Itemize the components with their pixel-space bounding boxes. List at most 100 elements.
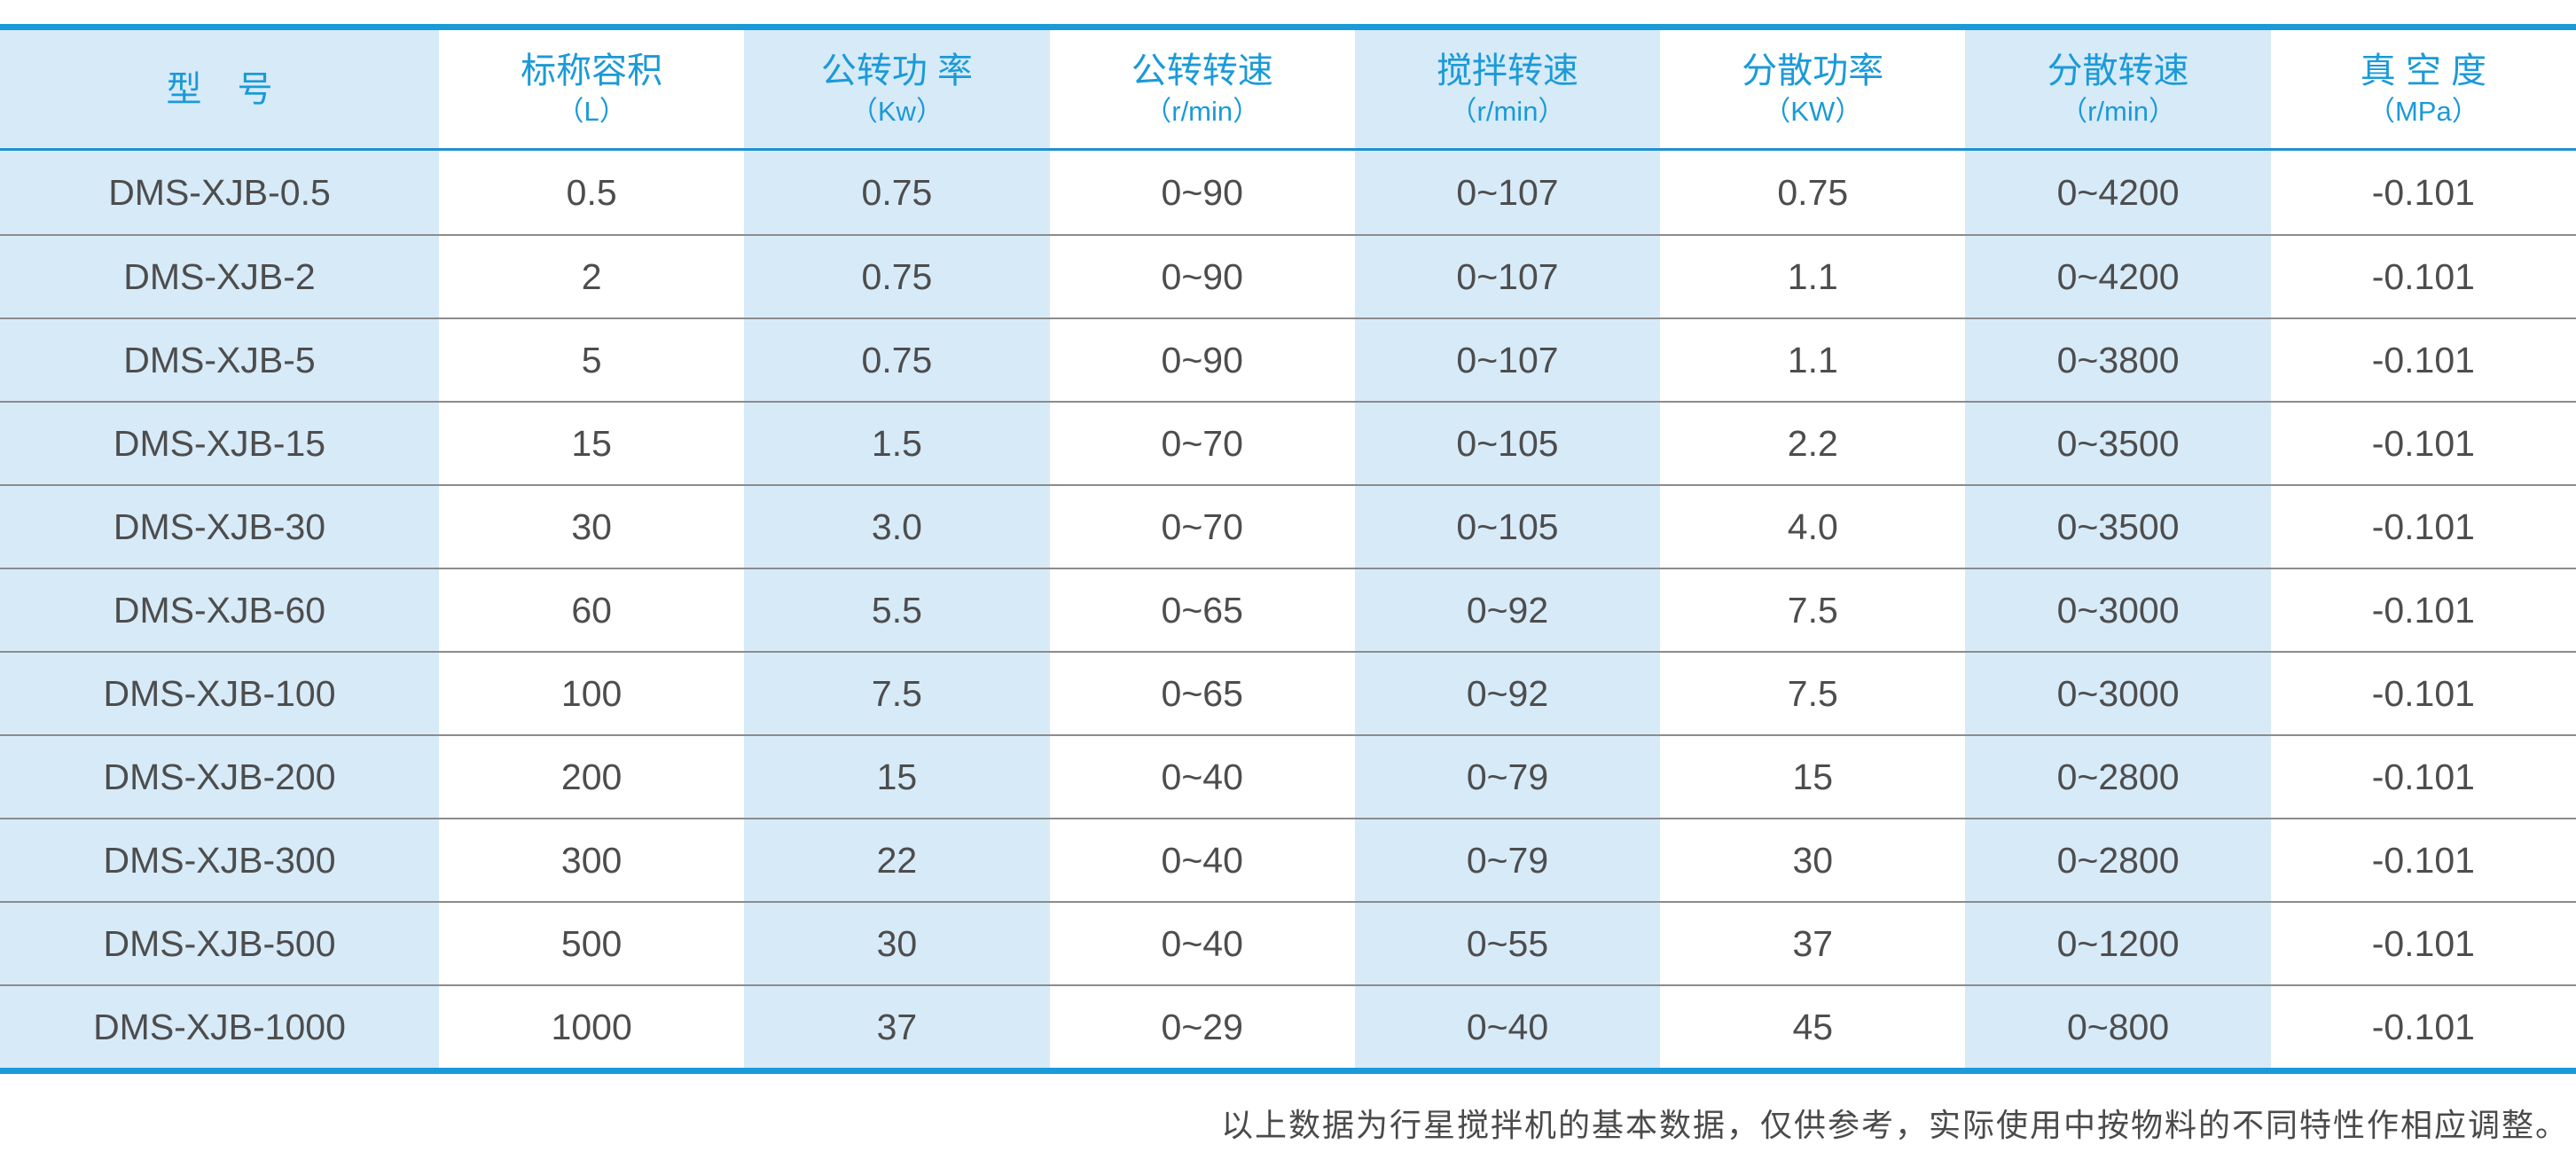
value-cell: 7.5	[1660, 653, 1966, 734]
table-row: DMS-XJB-300 300 22 0~40 0~79 30 0~2800 -…	[0, 818, 2576, 901]
value-cell: 0~107	[1354, 236, 1661, 317]
value-cell: 0~29	[1049, 986, 1355, 1068]
value-cell: 3.0	[744, 486, 1050, 568]
value-cell: 22	[744, 819, 1050, 901]
model-cell: DMS-XJB-15	[0, 403, 439, 484]
value-cell: 0~3500	[1965, 403, 2271, 484]
table-row: DMS-XJB-2 2 0.75 0~90 0~107 1.1 0~4200 -…	[0, 234, 2576, 317]
value-cell: 0~40	[1049, 903, 1355, 984]
model-cell: DMS-XJB-300	[0, 819, 439, 901]
header-title: 真 空 度	[2360, 51, 2486, 90]
header-cell-5: 分散功率 （KW）	[1660, 30, 1966, 148]
value-cell: 0~70	[1049, 486, 1355, 568]
value-cell: 0~3800	[1965, 319, 2271, 401]
value-cell: 1.5	[744, 403, 1050, 484]
value-cell: -0.101	[2270, 319, 2576, 401]
value-cell: -0.101	[2270, 486, 2576, 568]
value-cell: 0.75	[744, 236, 1050, 317]
header-unit: （KW）	[1763, 96, 1863, 127]
model-cell: DMS-XJB-500	[0, 903, 439, 984]
value-cell: 100	[439, 653, 745, 734]
value-cell: 0~79	[1354, 736, 1661, 818]
value-cell: 7.5	[1660, 569, 1966, 651]
value-cell: 0.5	[439, 151, 745, 234]
header-cell-3: 公转转速 （r/min）	[1049, 30, 1355, 148]
header-cell-2: 公转功 率 （Kw）	[744, 30, 1050, 148]
header-cell-6: 分散转速 （r/min）	[1965, 30, 2271, 148]
table-row: DMS-XJB-15 15 1.5 0~70 0~105 2.2 0~3500 …	[0, 401, 2576, 484]
spec-table: 型 号 标称容积 （L） 公转功 率 （Kw） 公转转速 （r/min） 搅拌转…	[0, 24, 2576, 1074]
value-cell: 0~40	[1049, 819, 1355, 901]
model-cell: DMS-XJB-200	[0, 736, 439, 818]
value-cell: -0.101	[2270, 986, 2576, 1068]
value-cell: 0~105	[1354, 403, 1661, 484]
model-cell: DMS-XJB-1000	[0, 986, 439, 1068]
value-cell: 30	[1660, 819, 1966, 901]
value-cell: -0.101	[2270, 151, 2576, 234]
value-cell: 0.75	[1660, 151, 1966, 234]
value-cell: 7.5	[744, 653, 1050, 734]
value-cell: 0~79	[1354, 819, 1661, 901]
value-cell: 15	[744, 736, 1050, 818]
value-cell: 0~2800	[1965, 736, 2271, 818]
table-row: DMS-XJB-1000 1000 37 0~29 0~40 45 0~800 …	[0, 984, 2576, 1068]
footnote: 以上数据为行星搅拌机的基本数据，仅供参考，实际使用中按物料的不同特性作相应调整。	[1220, 1108, 2569, 1144]
table-bottom-border	[0, 1068, 2576, 1074]
value-cell: -0.101	[2270, 653, 2576, 734]
value-cell: 0~92	[1354, 569, 1661, 651]
value-cell: 1000	[439, 986, 745, 1068]
header-cell-7: 真 空 度 （MPa）	[2270, 30, 2576, 148]
value-cell: 37	[1660, 903, 1966, 984]
value-cell: 15	[1660, 736, 1966, 818]
header-title: 分散转速	[2047, 51, 2189, 90]
header-title: 分散功率	[1742, 51, 1884, 90]
value-cell: 15	[439, 403, 745, 484]
value-cell: 5.5	[744, 569, 1050, 651]
header-cell-0: 型 号	[0, 30, 439, 148]
header-unit: （r/min）	[1144, 96, 1261, 127]
value-cell: 30	[744, 903, 1050, 984]
value-cell: -0.101	[2270, 819, 2576, 901]
value-cell: 0~3500	[1965, 486, 2271, 568]
value-cell: 4.0	[1660, 486, 1966, 568]
table-header-row: 型 号 标称容积 （L） 公转功 率 （Kw） 公转转速 （r/min） 搅拌转…	[0, 30, 2576, 151]
value-cell: 0~3000	[1965, 569, 2271, 651]
table-body: DMS-XJB-0.5 0.5 0.75 0~90 0~107 0.75 0~4…	[0, 151, 2576, 1068]
value-cell: 0~92	[1354, 653, 1661, 734]
value-cell: 45	[1660, 986, 1966, 1068]
table-row: DMS-XJB-5 5 0.75 0~90 0~107 1.1 0~3800 -…	[0, 317, 2576, 401]
value-cell: 0~55	[1354, 903, 1661, 984]
value-cell: 2	[439, 236, 745, 317]
value-cell: 0~70	[1049, 403, 1355, 484]
header-unit: （Kw）	[850, 96, 943, 127]
value-cell: 0~40	[1049, 736, 1355, 818]
model-cell: DMS-XJB-2	[0, 236, 439, 317]
value-cell: 0~90	[1049, 151, 1355, 234]
value-cell: -0.101	[2270, 236, 2576, 317]
model-cell: DMS-XJB-60	[0, 569, 439, 651]
header-unit: （r/min）	[2060, 96, 2176, 127]
header-unit: （MPa）	[2367, 96, 2479, 127]
header-title: 搅拌转速	[1436, 51, 1578, 90]
value-cell: 0.75	[744, 151, 1050, 234]
table-row: DMS-XJB-0.5 0.5 0.75 0~90 0~107 0.75 0~4…	[0, 151, 2576, 234]
header-unit: （r/min）	[1449, 96, 1566, 127]
value-cell: 0~65	[1049, 569, 1355, 651]
model-cell: DMS-XJB-30	[0, 486, 439, 568]
value-cell: 2.2	[1660, 403, 1966, 484]
table-row: DMS-XJB-500 500 30 0~40 0~55 37 0~1200 -…	[0, 901, 2576, 984]
value-cell: 0~90	[1049, 319, 1355, 401]
table-top-border	[0, 24, 2576, 30]
model-cell: DMS-XJB-0.5	[0, 151, 439, 234]
table-row: DMS-XJB-60 60 5.5 0~65 0~92 7.5 0~3000 -…	[0, 568, 2576, 651]
value-cell: 5	[439, 319, 745, 401]
value-cell: 300	[439, 819, 745, 901]
value-cell: -0.101	[2270, 903, 2576, 984]
value-cell: 0~90	[1049, 236, 1355, 317]
value-cell: -0.101	[2270, 736, 2576, 818]
table-row: DMS-XJB-200 200 15 0~40 0~79 15 0~2800 -…	[0, 734, 2576, 818]
value-cell: 200	[439, 736, 745, 818]
value-cell: 0.75	[744, 319, 1050, 401]
header-cell-4: 搅拌转速 （r/min）	[1354, 30, 1661, 148]
value-cell: 0~1200	[1965, 903, 2271, 984]
